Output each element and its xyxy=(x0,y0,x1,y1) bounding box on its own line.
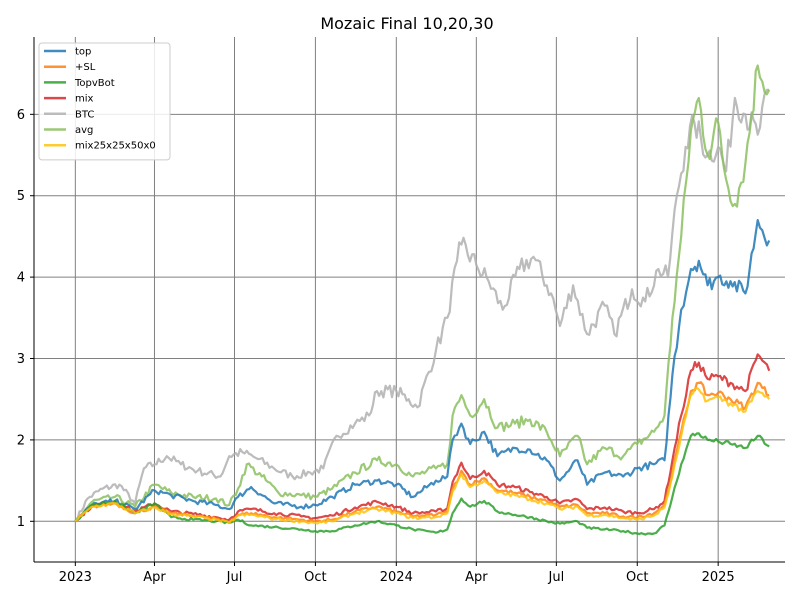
y-tick-label: 1 xyxy=(17,515,25,530)
series-line-2 xyxy=(74,432,770,536)
x-tick-label: 2023 xyxy=(59,570,92,585)
x-tick-label: Oct xyxy=(626,570,648,585)
legend-label: BTC xyxy=(75,109,94,120)
series-line-0 xyxy=(74,219,771,523)
series-line-5 xyxy=(74,64,771,522)
x-tick-label: Jul xyxy=(226,570,243,585)
legend: top +SL TopvBot mix BTC avg mix25x25x50x0 xyxy=(38,42,171,161)
y-tick-label: 5 xyxy=(17,189,25,204)
x-tick-label: Jul xyxy=(548,570,565,585)
y-tick-label: 4 xyxy=(17,271,25,286)
legend-label: top xyxy=(75,47,91,58)
legend-label: mix xyxy=(75,94,94,105)
axes xyxy=(33,37,785,563)
y-tick-label: 6 xyxy=(17,108,25,123)
chart-title: Mozaic Final 10,20,30 xyxy=(320,14,493,33)
series-line-3 xyxy=(74,353,771,523)
y-tick-label: 3 xyxy=(17,352,25,367)
x-tick-label: Oct xyxy=(304,570,326,585)
x-tick-label: 2025 xyxy=(702,570,735,585)
series-lines xyxy=(74,64,771,536)
legend-label: TopvBot xyxy=(74,78,115,89)
tick-labels: 2023 Apr Jul Oct 2024 Apr Jul Oct 2025 1 2 3 4 5 6 xyxy=(17,108,735,585)
legend-label: mix25x25x50x0 xyxy=(75,141,156,152)
x-tick-label: Apr xyxy=(143,570,166,585)
legend-label: avg xyxy=(75,125,93,136)
series-line-4 xyxy=(74,88,770,523)
legend-label: +SL xyxy=(75,62,96,73)
series-line-6 xyxy=(74,386,771,525)
x-tick-label: Apr xyxy=(465,570,488,585)
legend-box xyxy=(38,42,171,161)
x-tick-label: 2024 xyxy=(380,570,413,585)
y-tick-label: 2 xyxy=(17,433,25,448)
grid xyxy=(34,37,785,562)
